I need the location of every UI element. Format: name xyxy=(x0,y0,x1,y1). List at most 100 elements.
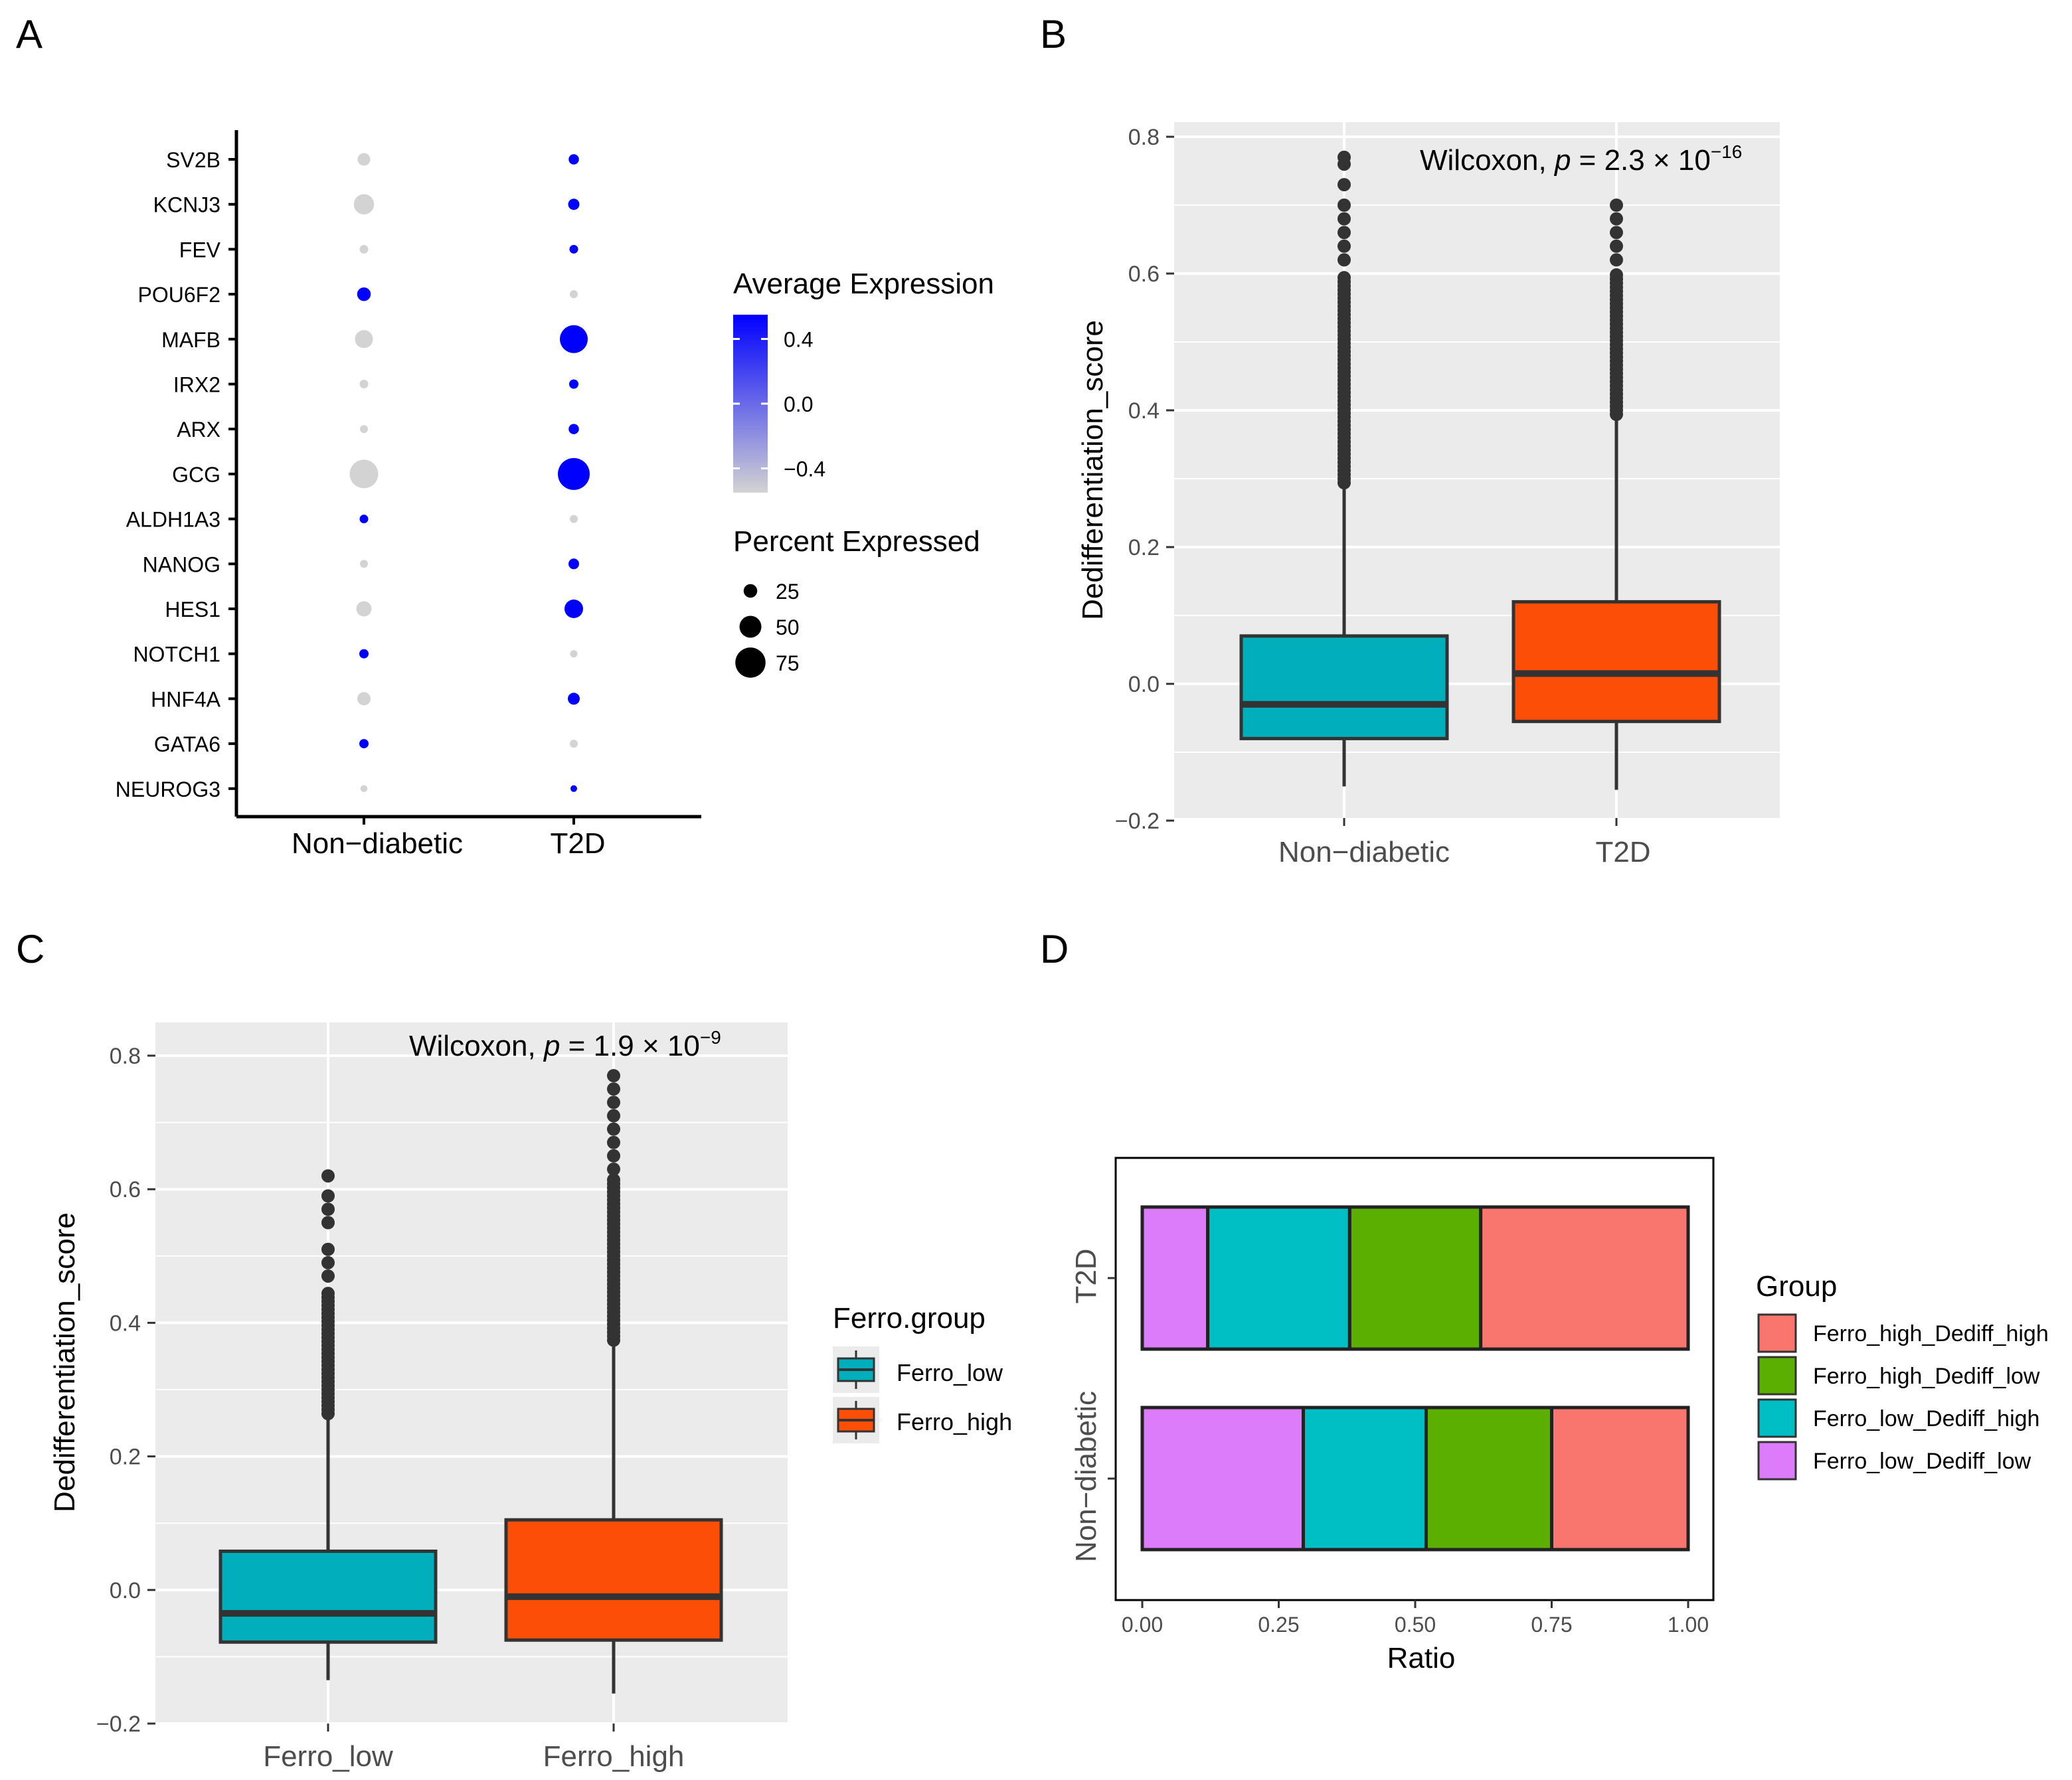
d-bar-segment xyxy=(1347,1205,1483,1351)
b-ytick-label: −0.2 xyxy=(1115,809,1160,834)
d-bar-segment xyxy=(1424,1406,1553,1552)
c-box xyxy=(504,1518,723,1642)
c-outlier xyxy=(321,1169,335,1183)
d-legend-key-ferro-high-dediff-low xyxy=(1757,1356,1797,1396)
a-gene-label: MAFB xyxy=(161,328,220,352)
a-dot xyxy=(568,692,580,705)
a-colorbar-tick-label: 0.0 xyxy=(784,392,813,416)
panel-label-b: B xyxy=(1040,12,1067,56)
a-dot xyxy=(359,515,369,524)
b-xtick-t2d: T2D xyxy=(1595,836,1650,868)
a-dot xyxy=(357,287,371,301)
a-size-legend-dot xyxy=(739,615,762,638)
b-outlier xyxy=(1610,239,1623,253)
a-dot xyxy=(568,199,580,210)
d-legend-key-ferro-low-dediff-low xyxy=(1757,1441,1797,1481)
a-xtick-t2d: T2D xyxy=(550,827,605,860)
d-xtick-label: 1.00 xyxy=(1668,1613,1709,1637)
a-dot xyxy=(355,330,373,349)
a-dot xyxy=(560,325,588,353)
d-legend-label-ferro-low-dediff-low: Ferro_low_Dediff_low xyxy=(1813,1449,2031,1474)
a-gene-label: HNF4A xyxy=(151,687,221,711)
a-gene-label: HES1 xyxy=(165,598,220,621)
a-xtick-nondiabetic: Non−diabetic xyxy=(292,827,463,860)
a-gene-label: NEUROG3 xyxy=(116,777,220,801)
b-outlier xyxy=(1338,253,1351,267)
b-outlier xyxy=(1610,268,1623,282)
c-xtick-ferro-high: Ferro_high xyxy=(543,1740,685,1773)
c-ytick-label: 0.6 xyxy=(110,1177,141,1202)
d-xtick-label: 0.25 xyxy=(1258,1613,1299,1637)
a-gene-label: NANOG xyxy=(143,552,220,576)
a-gene-label: POU6F2 xyxy=(138,283,220,307)
c-outlier xyxy=(321,1216,335,1230)
c-ytick-label: −0.2 xyxy=(96,1712,141,1737)
c-ytick-label: 0.2 xyxy=(110,1445,141,1470)
c-outlier xyxy=(607,1069,620,1083)
d-bar-segment xyxy=(1140,1406,1305,1552)
a-dot xyxy=(570,785,577,792)
panel-a-dotplot: SV2B KCNJ3 FEV POU6F2 MAFB IRX2 ARX GCG ALDH1A3 N… xyxy=(116,130,994,860)
d-legend-key-ferro-low-dediff-high xyxy=(1757,1398,1797,1438)
b-ylabel: Dedifferentiation_score xyxy=(1077,320,1109,620)
a-gene-label: GCG xyxy=(172,463,220,487)
a-dot xyxy=(357,692,371,706)
b-wilcoxon-annotation: Wilcoxon, p = 2.3 × 10−16 xyxy=(1420,141,1742,177)
a-dot xyxy=(357,153,371,166)
panel-label-c: C xyxy=(16,927,44,971)
panel-d-stacked-bar: 0.00 0.25 0.50 0.75 1.00 Ratio T2D Non−diabe… xyxy=(1070,1157,2049,1674)
c-legend-label-ferro-high: Ferro_high xyxy=(897,1408,1012,1435)
d-legend-label-ferro-high-dediff-low: Ferro_high_Dediff_low xyxy=(1813,1364,2040,1389)
c-outlier xyxy=(607,1135,620,1149)
a-dot xyxy=(360,560,368,568)
a-dot xyxy=(568,558,579,570)
panel-b-boxplot: −0.2 0.0 0.2 0.4 0.6 0.8 Dedifferentiation_sc… xyxy=(1077,122,1780,868)
b-ytick-label: 0.2 xyxy=(1128,535,1160,560)
d-legend-key-ferro-high-dediff-high xyxy=(1757,1313,1797,1353)
a-gene-label: SV2B xyxy=(166,148,220,172)
b-outlier xyxy=(1338,199,1351,212)
c-outlier xyxy=(321,1287,335,1301)
a-dot xyxy=(570,650,578,658)
a-gene-label: FEV xyxy=(179,238,221,262)
panel-label-d: D xyxy=(1040,927,1069,971)
a-colorbar-tick-label: −0.4 xyxy=(784,457,825,481)
b-outlier xyxy=(1338,178,1351,192)
a-dot xyxy=(569,244,578,254)
d-ytick-t2d: T2D xyxy=(1070,1248,1102,1303)
d-bar-segment xyxy=(1301,1406,1428,1552)
a-legend-color-title: Average Expression xyxy=(733,268,994,300)
b-outlier xyxy=(1610,212,1623,226)
panel-c-boxplot: −0.2 0.0 0.2 0.4 0.6 0.8 Dedifferentiation_sc… xyxy=(48,1022,1012,1773)
a-size-legend-label: 25 xyxy=(776,580,800,604)
c-xtick-ferro-low: Ferro_low xyxy=(263,1740,393,1773)
c-ytick-label: 0.0 xyxy=(110,1578,141,1603)
a-dot xyxy=(558,457,590,490)
b-outlier xyxy=(1338,212,1351,226)
a-dot xyxy=(570,290,578,299)
c-wilcoxon-annotation: Wilcoxon, p = 1.9 × 10−9 xyxy=(409,1027,721,1062)
a-dot xyxy=(360,785,368,793)
b-ytick-label: 0.0 xyxy=(1128,672,1160,697)
c-outlier xyxy=(607,1095,620,1109)
a-colorbar-tick-label: 0.4 xyxy=(784,328,813,352)
d-xtick-label: 0.75 xyxy=(1531,1613,1572,1637)
c-outlier xyxy=(607,1173,620,1187)
a-dot xyxy=(349,459,379,489)
c-ylabel: Dedifferentiation_score xyxy=(48,1212,81,1512)
b-outlier xyxy=(1610,226,1623,240)
a-dot xyxy=(359,739,369,749)
b-box xyxy=(1239,634,1449,740)
b-ytick-label: 0.8 xyxy=(1128,125,1160,150)
c-legend-title: Ferro.group xyxy=(833,1302,986,1335)
a-dot xyxy=(359,380,369,388)
a-dot xyxy=(568,424,579,434)
b-box xyxy=(1511,600,1721,724)
a-gene-label: KCNJ3 xyxy=(153,193,220,217)
b-ytick-label: 0.4 xyxy=(1128,398,1160,424)
d-xtick-label: 0.00 xyxy=(1122,1613,1163,1637)
a-size-legend-dot xyxy=(743,584,758,598)
a-dot xyxy=(356,601,372,617)
d-legend-title: Group xyxy=(1756,1270,1837,1303)
a-dot xyxy=(359,244,369,254)
